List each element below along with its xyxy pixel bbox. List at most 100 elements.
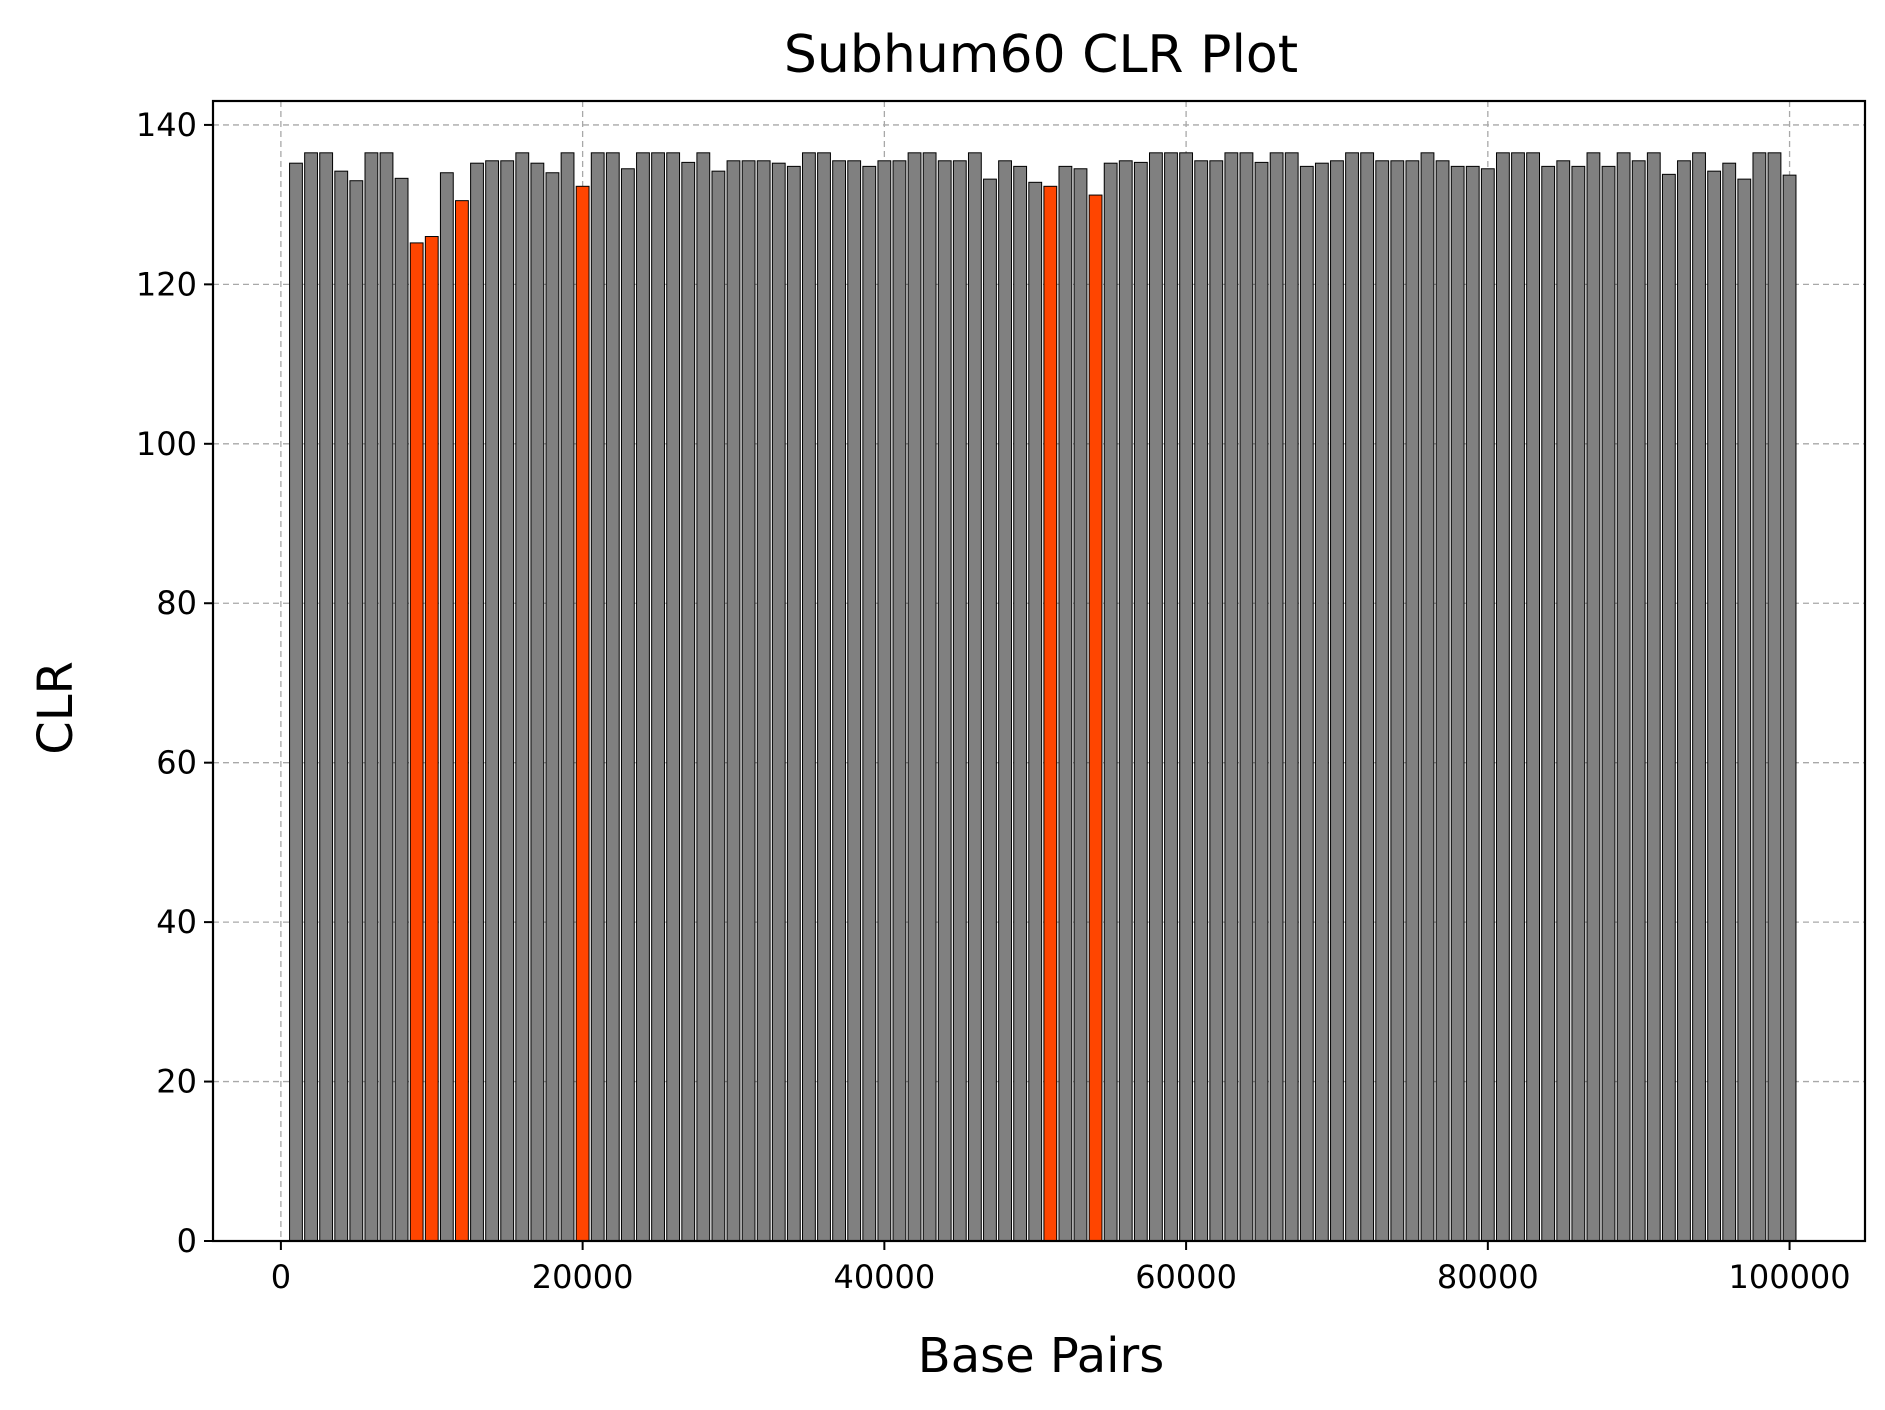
bar	[1601, 165, 1616, 1242]
bar	[771, 162, 786, 1242]
bar-highlighted	[424, 236, 439, 1242]
bar	[1722, 162, 1737, 1242]
bar-highlighted	[1043, 185, 1058, 1242]
bar	[1345, 152, 1359, 1242]
bar	[1299, 165, 1314, 1242]
bar	[1133, 161, 1148, 1242]
x-tick-label: 60000	[1135, 1258, 1237, 1296]
bar	[394, 177, 409, 1242]
bar	[998, 160, 1012, 1242]
bar	[651, 152, 665, 1242]
bar	[1571, 165, 1586, 1242]
bar	[802, 152, 816, 1242]
bar-highlighted	[409, 242, 424, 1242]
bar	[1118, 160, 1133, 1242]
bar	[500, 160, 515, 1242]
y-axis: 0 20 40 60 80 100 120 140	[136, 106, 213, 1260]
bar	[1782, 174, 1797, 1242]
bar	[334, 170, 349, 1242]
bar	[379, 152, 394, 1242]
bar	[1526, 152, 1541, 1242]
bar	[1028, 181, 1043, 1242]
bar	[439, 172, 454, 1242]
bar	[696, 152, 711, 1242]
bar	[741, 160, 756, 1242]
bar	[1707, 170, 1722, 1242]
x-tick-label: 40000	[833, 1258, 935, 1296]
bar	[1194, 160, 1209, 1242]
bar	[364, 152, 379, 1242]
bar	[1224, 152, 1239, 1242]
x-tick-label: 20000	[532, 1258, 634, 1296]
bar	[666, 152, 681, 1242]
bar	[847, 160, 862, 1242]
bar	[983, 178, 997, 1242]
bar	[1013, 165, 1028, 1242]
y-tick-label: 0	[177, 1222, 197, 1260]
bar	[1330, 160, 1344, 1242]
bar	[560, 152, 575, 1242]
bar	[1646, 152, 1661, 1242]
bar	[711, 170, 726, 1242]
bar	[907, 152, 922, 1242]
bar	[1752, 152, 1767, 1242]
bar	[1164, 152, 1178, 1242]
bar	[1314, 162, 1329, 1242]
bar	[832, 160, 847, 1242]
bar	[605, 152, 620, 1242]
bar	[1375, 160, 1390, 1242]
y-tick-label: 100	[136, 425, 197, 463]
bar	[530, 162, 545, 1242]
bar	[636, 152, 650, 1242]
bar	[515, 152, 530, 1242]
bar	[1390, 160, 1405, 1242]
x-axis: 0 20000 40000 60000 80000 100000	[271, 1241, 1851, 1296]
plot-frame	[211, 99, 1867, 1243]
bar	[1496, 152, 1510, 1242]
x-axis-label: Base Pairs	[918, 1328, 1164, 1384]
bar	[485, 160, 500, 1242]
bar	[892, 160, 907, 1242]
bar	[952, 160, 967, 1242]
bar	[922, 152, 937, 1242]
bar	[1179, 152, 1194, 1242]
x-tick-label: 0	[271, 1258, 291, 1296]
bar	[1209, 160, 1224, 1242]
y-tick-label: 60	[156, 744, 197, 782]
bar	[1405, 160, 1420, 1242]
bar	[1465, 165, 1480, 1242]
bar	[1737, 178, 1752, 1242]
bar	[1480, 168, 1495, 1242]
bar	[1058, 165, 1073, 1242]
bar	[1661, 173, 1676, 1242]
y-tick-label: 80	[156, 584, 197, 622]
bar	[1254, 161, 1269, 1242]
y-axis-label: CLR	[28, 661, 84, 755]
bar	[877, 160, 892, 1242]
y-tick-label: 40	[156, 903, 197, 941]
bar	[319, 152, 334, 1242]
bar	[1103, 162, 1118, 1242]
bar	[1450, 165, 1465, 1242]
x-tick-label: 80000	[1437, 1258, 1539, 1296]
bar	[545, 172, 560, 1242]
bar	[1677, 160, 1691, 1242]
bar	[1586, 152, 1601, 1242]
bar	[304, 152, 318, 1242]
bar	[862, 165, 877, 1242]
bar	[726, 160, 741, 1242]
bar	[1284, 152, 1299, 1242]
bar-highlighted	[1088, 194, 1103, 1242]
bar	[289, 162, 303, 1242]
bar	[681, 161, 696, 1242]
bars	[289, 152, 1797, 1242]
bar	[349, 180, 364, 1242]
bar	[1616, 152, 1631, 1242]
bar	[786, 165, 801, 1242]
bar	[1556, 160, 1571, 1242]
bar	[1435, 160, 1450, 1242]
x-tick-label: 100000	[1728, 1258, 1850, 1296]
bar	[1767, 152, 1782, 1242]
bar	[1631, 160, 1646, 1242]
